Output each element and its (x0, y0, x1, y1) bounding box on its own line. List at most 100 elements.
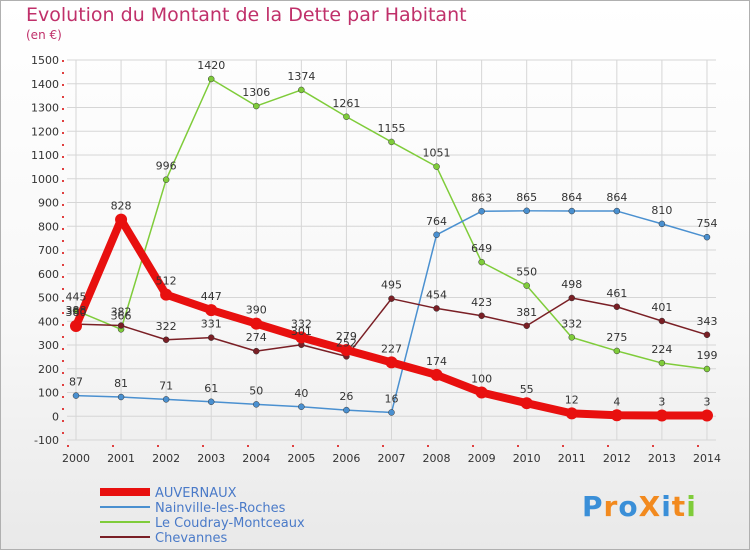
x-tick-label: 2004 (242, 452, 270, 465)
chart-title: Evolution du Montant de la Dette par Hab… (26, 4, 467, 26)
y-tick-label: 100 (38, 387, 59, 400)
data-label: 16 (384, 392, 398, 405)
data-label: 380 (66, 306, 87, 319)
data-point (613, 303, 621, 311)
y-tick-label: 1500 (31, 54, 59, 67)
x-tick-label: 2007 (377, 452, 405, 465)
data-point (478, 258, 485, 266)
data-label: 1306 (242, 86, 270, 99)
data-label: 274 (246, 331, 267, 344)
data-point (162, 336, 170, 344)
y-tick-label: 1200 (31, 125, 59, 138)
logo-letter: t (671, 490, 687, 523)
y-tick-label: 1300 (31, 102, 59, 115)
data-label: 863 (471, 191, 492, 204)
data-point (433, 163, 440, 170)
data-point (610, 409, 623, 422)
data-label: 40 (294, 387, 308, 400)
x-tick-label: 2012 (603, 452, 631, 465)
data-label: 447 (201, 290, 222, 303)
data-label: 1155 (377, 122, 405, 135)
legend-label-1: Nainville-les-Roches (155, 501, 286, 516)
data-label: 332 (561, 317, 582, 330)
data-point (162, 396, 170, 403)
data-point (655, 409, 668, 422)
data-label: 55 (520, 383, 534, 396)
data-point (703, 331, 711, 339)
data-point (298, 403, 305, 410)
data-point (658, 317, 666, 325)
data-label: 71 (159, 379, 173, 392)
data-point (433, 231, 440, 239)
series-layer (70, 75, 713, 422)
data-point (523, 322, 530, 330)
data-point (703, 233, 711, 241)
data-label: 390 (246, 304, 267, 317)
data-label: 864 (606, 191, 627, 204)
data-label: 343 (696, 315, 717, 328)
data-point (117, 393, 125, 401)
data-point (250, 317, 263, 330)
data-point (568, 207, 576, 215)
logo-letter: X (638, 490, 662, 523)
data-label: 26 (339, 390, 353, 403)
logo-letter: o (618, 490, 639, 523)
logo-letter: i (686, 490, 697, 523)
data-point (70, 320, 82, 332)
data-point (613, 207, 621, 215)
data-label: 381 (516, 306, 537, 319)
data-point (520, 397, 533, 410)
data-point (207, 75, 215, 83)
data-point (430, 368, 443, 381)
data-label: 996 (156, 160, 177, 173)
data-point (703, 365, 711, 373)
data-point (207, 334, 215, 341)
x-tick-label: 2002 (152, 452, 180, 465)
y-tick-label: 900 (38, 197, 59, 210)
data-point (160, 288, 173, 301)
data-label: 50 (249, 384, 263, 397)
y-tick-label: 300 (38, 339, 59, 352)
legend-label-0: AUVERNAUX (155, 486, 237, 501)
data-label-layer: 380 828 512 447 390 332 279 227 174 100 55 12 4 3 3 87 8… (66, 59, 718, 409)
data-label: 512 (156, 275, 177, 288)
data-label: 322 (156, 320, 177, 333)
data-point (433, 305, 440, 312)
data-label: 331 (201, 318, 222, 331)
axis-layer: -100 0 100 200 300 400 500 600 700 800 900 1000 1100… (31, 54, 721, 465)
x-tick-label: 2006 (332, 452, 360, 465)
y-tick-label: -100 (34, 434, 59, 447)
data-point (253, 102, 260, 110)
data-label: 423 (471, 296, 492, 309)
data-label: 252 (336, 336, 357, 349)
data-point (475, 386, 488, 399)
data-label: 1420 (197, 59, 225, 72)
legend-label-3: Chevannes (155, 531, 227, 546)
data-point (478, 312, 485, 320)
data-point (115, 213, 128, 226)
x-tick-label: 2013 (648, 452, 676, 465)
data-label: 388 (66, 304, 87, 317)
y-tick-label: 1100 (31, 149, 59, 162)
x-tick-label: 2008 (423, 452, 451, 465)
y-tick-label: 200 (38, 363, 59, 376)
logo-letter: P (582, 490, 604, 523)
data-point (72, 392, 80, 399)
data-label: 332 (291, 317, 312, 330)
logo-letter: i (661, 490, 672, 523)
data-point (298, 86, 305, 94)
y-tick-label: 1400 (31, 78, 59, 91)
data-label: 87 (69, 376, 83, 389)
data-label: 1261 (332, 97, 360, 110)
data-point (207, 398, 215, 406)
data-point (253, 347, 260, 355)
data-label: 279 (336, 330, 357, 343)
x-tick-label: 2014 (693, 452, 721, 465)
data-point (478, 208, 485, 215)
logo-letter: r (603, 490, 619, 523)
data-point (568, 294, 576, 302)
x-tick-label: 2010 (513, 452, 541, 465)
x-tick-label: 2011 (558, 452, 586, 465)
